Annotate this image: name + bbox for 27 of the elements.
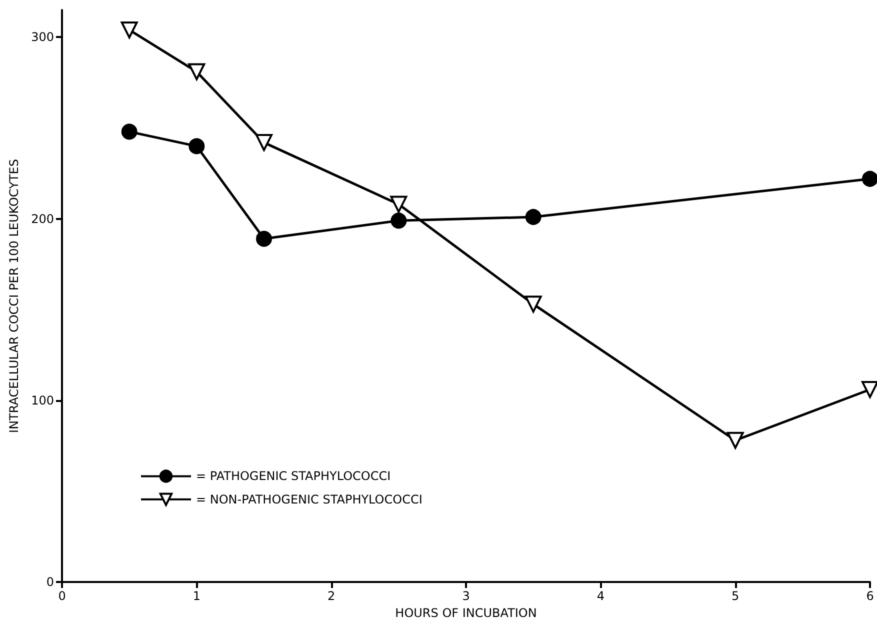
x-tick-label: 4 [596, 589, 604, 603]
y-tick-label: 200 [31, 212, 54, 226]
point [121, 124, 138, 140]
y-tick-label: 100 [31, 393, 54, 408]
y-axis-title: INTRACELLULAR COCCI PER 100 LEUKOCYTES [7, 159, 21, 433]
x-tick-label: 1 [192, 589, 200, 603]
legend-label: = NON-PATHOGENIC STAPHYLOCOCCI [196, 492, 422, 506]
x-tick-label: 3 [462, 589, 470, 603]
x-tick-label: 0 [58, 589, 66, 603]
point [524, 296, 542, 313]
x-tick-label: 6 [866, 589, 874, 603]
point [525, 209, 542, 226]
point [862, 170, 877, 187]
point [390, 212, 407, 229]
point [188, 138, 205, 154]
y-tick-label: 0 [46, 575, 54, 589]
x-axis-title: HOURS OF INCUBATION [395, 606, 537, 620]
x-tick-label: 2 [328, 589, 336, 603]
point [726, 432, 744, 449]
point [256, 134, 272, 152]
point [120, 21, 138, 38]
point [256, 230, 272, 247]
legend-label: = PATHOGENIC STAPHYLOCOCCI [196, 469, 391, 484]
point [188, 63, 206, 80]
x-tick-label: 5 [732, 589, 740, 603]
y-tick-label: 300 [31, 30, 54, 44]
point [390, 196, 408, 213]
